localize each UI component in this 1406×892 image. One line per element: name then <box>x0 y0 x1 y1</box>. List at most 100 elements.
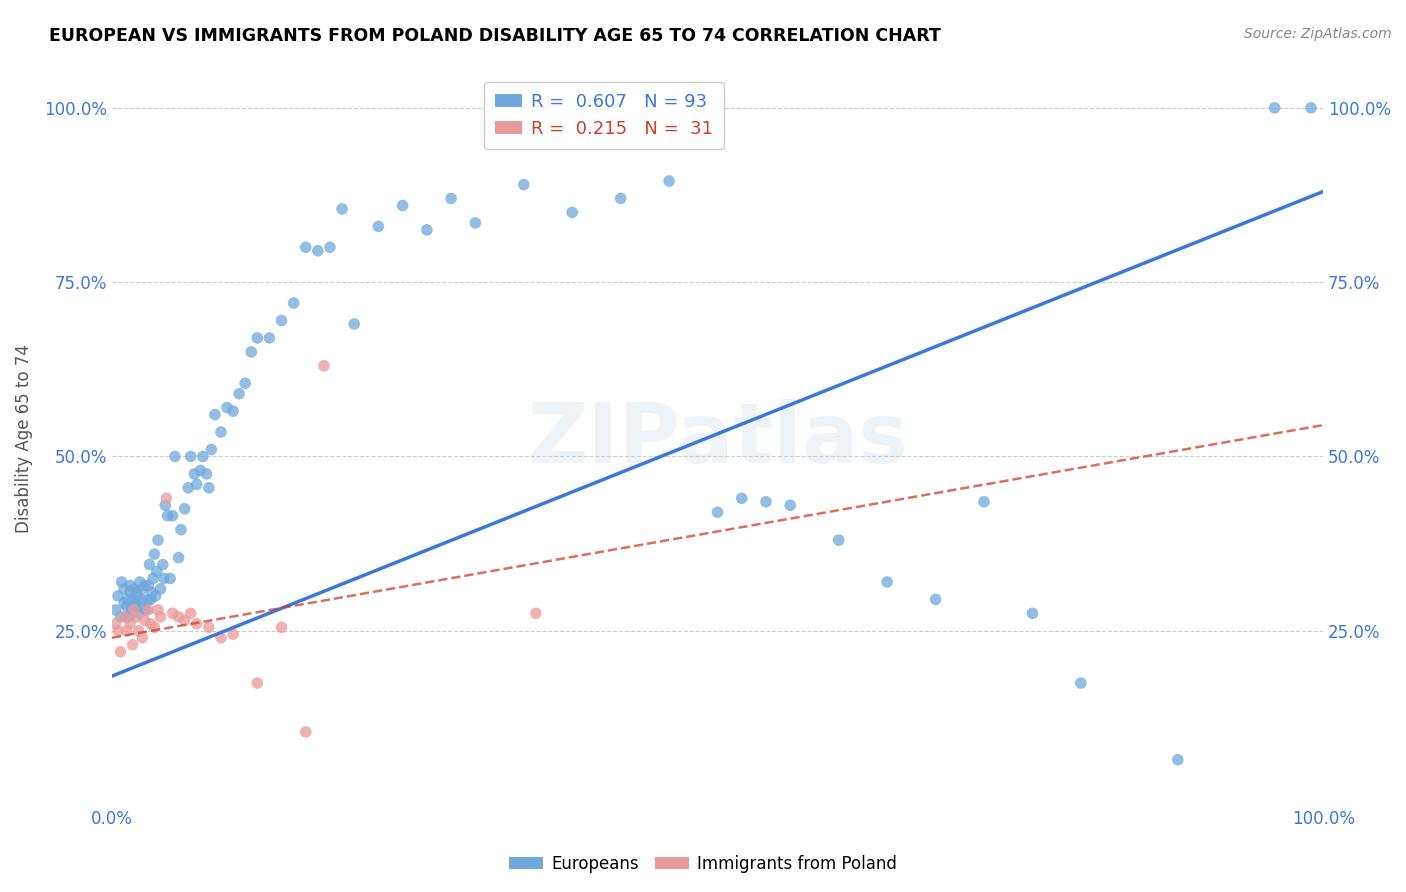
Point <box>120 578 142 592</box>
Text: ZIPatlas: ZIPatlas <box>527 399 908 480</box>
Point <box>391 198 413 212</box>
Y-axis label: Disability Age 65 to 74: Disability Age 65 to 74 <box>15 344 32 533</box>
Text: EUROPEAN VS IMMIGRANTS FROM POLAND DISABILITY AGE 65 TO 74 CORRELATION CHART: EUROPEAN VS IMMIGRANTS FROM POLAND DISAB… <box>49 27 941 45</box>
Point <box>209 631 232 645</box>
Point <box>121 592 143 607</box>
Point <box>186 616 208 631</box>
Point <box>125 610 148 624</box>
Point <box>1070 676 1092 690</box>
Point <box>827 533 849 548</box>
Point <box>110 645 132 659</box>
Point <box>107 589 129 603</box>
Point <box>240 344 263 359</box>
Point <box>330 202 353 216</box>
Point <box>139 592 162 607</box>
Point <box>145 589 167 603</box>
Point <box>180 450 202 464</box>
Point <box>259 331 281 345</box>
Point <box>200 442 222 457</box>
Point <box>129 599 152 614</box>
Point <box>118 610 141 624</box>
Point <box>294 240 316 254</box>
Point <box>143 547 166 561</box>
Point <box>153 572 176 586</box>
Point <box>159 572 181 586</box>
Point <box>120 603 142 617</box>
Point <box>112 582 135 596</box>
Point <box>973 495 995 509</box>
Point <box>195 467 218 481</box>
Point <box>294 724 316 739</box>
Point <box>131 582 153 596</box>
Point <box>128 607 150 621</box>
Point <box>1264 101 1286 115</box>
Point <box>270 620 292 634</box>
Point <box>198 481 221 495</box>
Point <box>1167 753 1189 767</box>
Point <box>209 425 232 439</box>
Point <box>149 582 172 596</box>
Point <box>122 582 145 596</box>
Point <box>1299 101 1322 115</box>
Point <box>128 624 150 638</box>
Point <box>228 386 250 401</box>
Point <box>731 491 754 506</box>
Point <box>1021 607 1043 621</box>
Point <box>122 603 145 617</box>
Point <box>156 508 179 523</box>
Point <box>121 638 143 652</box>
Point <box>170 523 193 537</box>
Point <box>163 450 186 464</box>
Point <box>155 491 177 506</box>
Point <box>173 613 195 627</box>
Point <box>124 599 146 614</box>
Point <box>924 592 946 607</box>
Point <box>307 244 329 258</box>
Point <box>162 607 184 621</box>
Point <box>135 603 157 617</box>
Point <box>125 585 148 599</box>
Point <box>120 585 142 599</box>
Point <box>222 404 245 418</box>
Point <box>270 313 292 327</box>
Point <box>367 219 389 234</box>
Point <box>149 610 172 624</box>
Legend: Europeans, Immigrants from Poland: Europeans, Immigrants from Poland <box>502 848 904 880</box>
Point <box>215 401 238 415</box>
Point <box>233 376 256 391</box>
Point <box>112 610 135 624</box>
Point <box>128 574 150 589</box>
Point <box>139 616 162 631</box>
Point <box>561 205 583 219</box>
Point <box>191 450 214 464</box>
Point <box>112 596 135 610</box>
Point <box>173 501 195 516</box>
Point <box>110 610 132 624</box>
Point <box>115 599 138 614</box>
Point <box>183 467 205 481</box>
Point <box>416 223 439 237</box>
Point <box>146 603 169 617</box>
Point <box>104 603 127 617</box>
Text: Source: ZipAtlas.com: Source: ZipAtlas.com <box>1244 27 1392 41</box>
Point <box>343 317 366 331</box>
Point <box>180 607 202 621</box>
Point <box>134 578 156 592</box>
Point <box>136 592 159 607</box>
Point <box>125 596 148 610</box>
Point <box>138 558 160 572</box>
Legend: R =  0.607   N = 93, R =  0.215   N =  31: R = 0.607 N = 93, R = 0.215 N = 31 <box>484 82 724 149</box>
Point <box>117 592 139 607</box>
Point <box>513 178 536 192</box>
Point <box>246 331 269 345</box>
Point <box>146 565 169 579</box>
Point <box>162 508 184 523</box>
Point <box>755 495 778 509</box>
Point <box>177 481 200 495</box>
Point <box>319 240 342 254</box>
Point <box>167 610 190 624</box>
Point <box>706 505 728 519</box>
Point <box>204 408 226 422</box>
Point <box>876 574 898 589</box>
Point <box>190 463 212 477</box>
